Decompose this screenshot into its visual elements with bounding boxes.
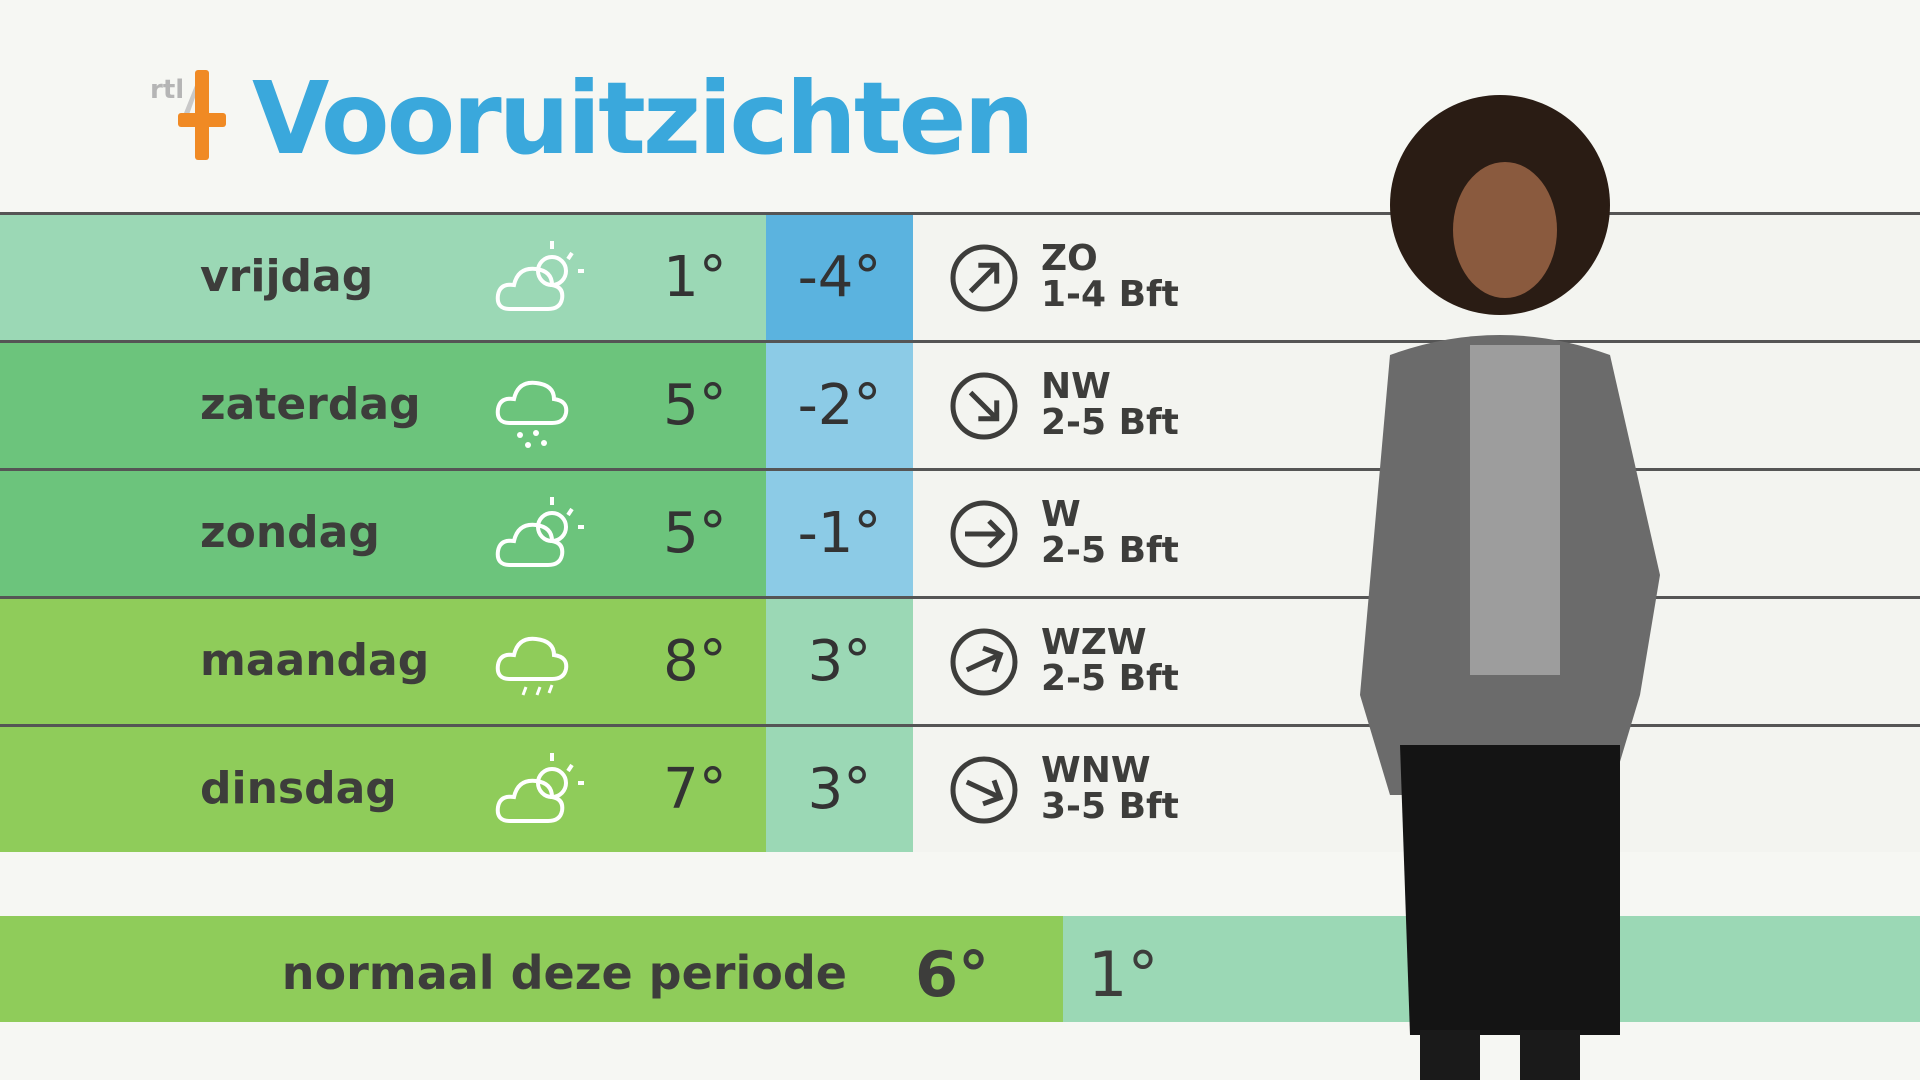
wind-direction: WNW bbox=[1041, 750, 1151, 791]
page-title: Vooruitzichten bbox=[252, 60, 1035, 177]
day-cell: zaterdag 5° bbox=[0, 343, 766, 468]
day-name: maandag bbox=[200, 635, 430, 686]
max-temp: 1° bbox=[663, 245, 727, 310]
min-cell: 3° bbox=[766, 727, 913, 852]
min-temp: -2° bbox=[797, 373, 882, 438]
min-cell: 3° bbox=[766, 599, 913, 724]
min-temp: -1° bbox=[797, 501, 882, 566]
wind-direction-arrow-icon bbox=[950, 372, 1018, 440]
wind-direction: W bbox=[1041, 494, 1081, 535]
presenter-figure bbox=[1360, 95, 1660, 1080]
min-temp: 3° bbox=[807, 757, 872, 822]
wind-force: 2-5 Bft bbox=[1041, 530, 1179, 571]
forecast-row: maandag 8° 3° WZW 2-5 Bft bbox=[0, 596, 1920, 724]
max-temp: 8° bbox=[663, 629, 727, 694]
day-cell: maandag 8° bbox=[0, 599, 766, 724]
min-temp: -4° bbox=[797, 245, 882, 310]
rtl4-logo: rtl bbox=[150, 70, 226, 160]
day-cell: dinsdag 7° bbox=[0, 727, 766, 852]
wind-direction: WZW bbox=[1041, 622, 1147, 663]
svg-text:rtl: rtl bbox=[150, 75, 184, 105]
normal-min: 1° bbox=[1088, 938, 1159, 1011]
wind-force: 2-5 Bft bbox=[1041, 658, 1179, 699]
snow-cloud-icon bbox=[495, 380, 569, 448]
max-temp: 5° bbox=[663, 501, 727, 566]
wind-direction-arrow-icon bbox=[950, 500, 1018, 568]
min-cell: -2° bbox=[766, 343, 913, 468]
wind-force: 2-5 Bft bbox=[1041, 402, 1179, 443]
max-temp: 7° bbox=[663, 757, 727, 822]
rain-cloud-icon bbox=[495, 636, 569, 696]
wind-direction-arrow-icon bbox=[950, 244, 1018, 312]
min-cell: -4° bbox=[766, 215, 913, 340]
min-cell: -1° bbox=[766, 471, 913, 596]
partly-cloudy-icon bbox=[495, 497, 584, 567]
max-temp: 5° bbox=[663, 373, 727, 438]
normal-max: 6° bbox=[915, 938, 990, 1011]
day-cell: vrijdag 1° bbox=[0, 215, 766, 340]
wind-direction-arrow-icon bbox=[950, 756, 1018, 824]
day-name: vrijdag bbox=[200, 251, 374, 302]
normal-label: normaal deze periode bbox=[281, 946, 847, 1000]
wind-direction-arrow-icon bbox=[950, 628, 1018, 696]
partly-cloudy-icon bbox=[495, 241, 584, 311]
day-name: zondag bbox=[200, 507, 380, 558]
wind-direction: NW bbox=[1041, 366, 1111, 407]
wind-force: 1-4 Bft bbox=[1041, 274, 1179, 315]
day-cell: zondag 5° bbox=[0, 471, 766, 596]
wind-force: 3-5 Bft bbox=[1041, 786, 1179, 827]
day-name: dinsdag bbox=[200, 763, 397, 814]
day-name: zaterdag bbox=[200, 379, 421, 430]
partly-cloudy-icon bbox=[495, 753, 584, 823]
min-temp: 3° bbox=[807, 629, 872, 694]
normal-period-bar: normaal deze periode 6° 1° bbox=[0, 916, 1920, 1022]
wind-direction: ZO bbox=[1041, 238, 1098, 279]
